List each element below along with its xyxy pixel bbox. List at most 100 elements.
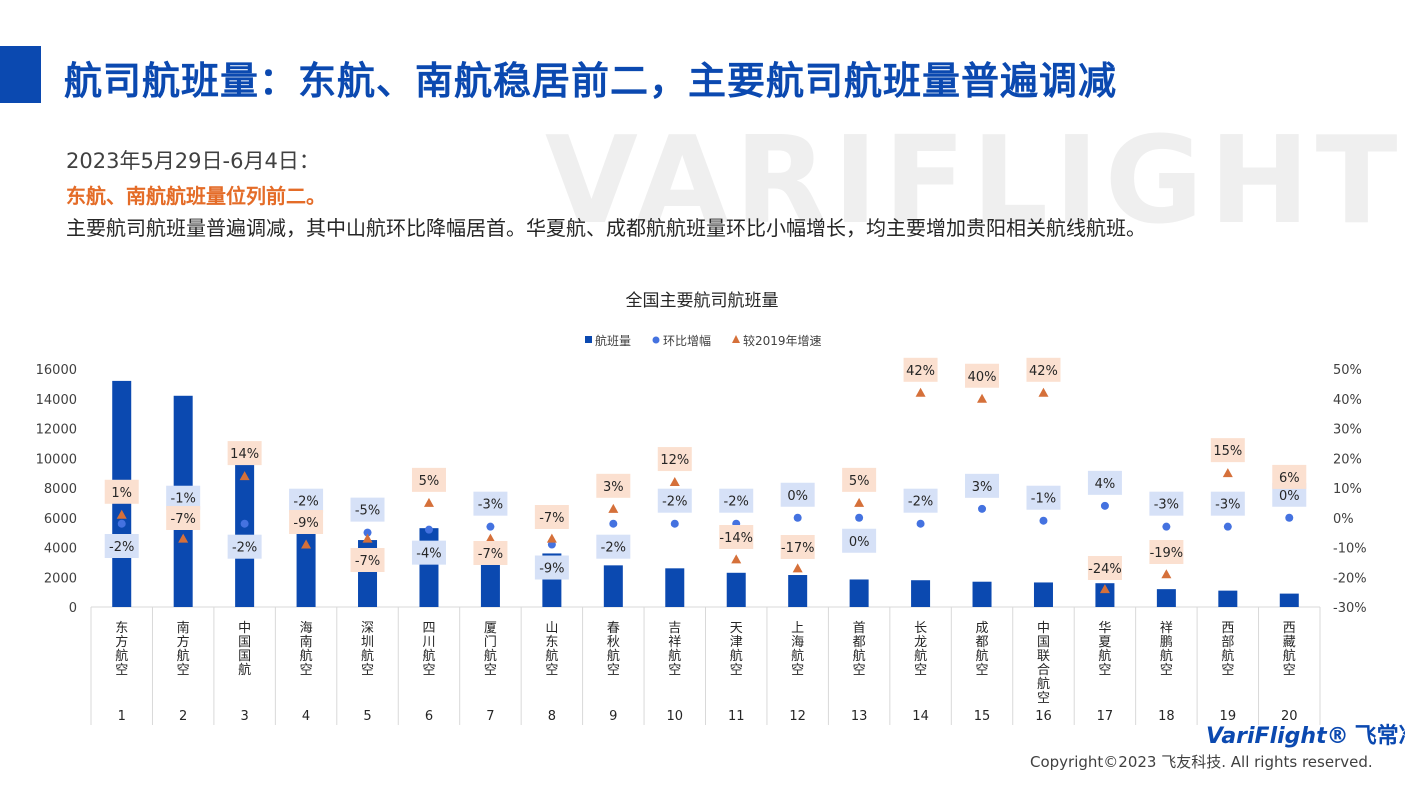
category-label-9-char: 秋: [607, 635, 620, 650]
y-right-tick: 20%: [1333, 452, 1362, 467]
category-label-14-char: 航: [914, 648, 927, 664]
vs2019-label-8: -7%: [539, 511, 564, 526]
vs2019-point-15: [977, 393, 988, 403]
vs2019-label-20-bg: [1272, 464, 1307, 489]
y-left-tick: 8000: [44, 482, 77, 497]
category-label-10-char: 空: [668, 663, 681, 678]
date-range: 2023年5月29日-6月4日：: [66, 149, 320, 173]
category-label-11-char: 空: [730, 663, 743, 678]
rank-label-11: 11: [728, 709, 745, 724]
summary-description: 主要航司航班量普遍调减，其中山航环比降幅居首。华夏航、成都航航班量环比小幅增长，…: [66, 216, 1146, 240]
bar-4: [296, 523, 316, 607]
wow-label-11: -2%: [724, 495, 749, 510]
wow-label-3: -2%: [232, 541, 257, 556]
wow-label-5: -5%: [355, 504, 380, 519]
bar-15: [972, 581, 992, 607]
wow-point-16: [1039, 516, 1048, 525]
category-label-13-char: 都: [853, 635, 866, 650]
vs2019-label-19: 15%: [1213, 444, 1242, 459]
vs2019-label-15: 40%: [968, 370, 997, 385]
category-label-16-char: 联: [1037, 649, 1050, 664]
category-label-4-char: 空: [300, 663, 313, 678]
category-label-3-char: 国: [238, 635, 251, 650]
bar-17: [1095, 583, 1115, 607]
vs2019-label-6: 5%: [419, 474, 440, 489]
summary-highlight: 东航、南航航班量位列前二。: [66, 184, 326, 208]
vs2019-label-13: 5%: [849, 474, 870, 489]
wow-point-19: [1223, 522, 1232, 531]
bar-13: [849, 579, 869, 607]
category-label-9-char: 空: [607, 663, 620, 678]
category-label-2-char: 南: [177, 620, 190, 636]
wow-label-18: -3%: [1154, 498, 1179, 513]
bar-12: [788, 575, 808, 607]
wow-label-16-bg: [1026, 485, 1061, 510]
wow-label-1: -2%: [109, 540, 134, 555]
rank-label-18: 18: [1158, 709, 1175, 724]
bar-10: [665, 568, 685, 607]
vs2019-point-18: [1161, 569, 1172, 579]
category-label-8-char: 空: [545, 663, 558, 678]
vs2019-label-2: -7%: [171, 512, 196, 527]
vs2019-label-8-bg: [534, 505, 569, 529]
vs2019-label-7-bg: [473, 541, 508, 565]
y-right-tick: 30%: [1333, 423, 1362, 438]
vs2019-label-9: 3%: [603, 480, 624, 495]
category-label-15-char: 都: [976, 635, 989, 650]
wow-label-2-bg: [166, 485, 201, 510]
category-label-20-char: 空: [1283, 663, 1296, 678]
wow-label-12: 0%: [787, 489, 808, 504]
vs2019-point-6: [423, 497, 434, 507]
y-left-tick: 12000: [36, 423, 77, 438]
vs2019-point-11: [731, 554, 742, 564]
vs2019-label-20: 6%: [1279, 471, 1300, 486]
wow-label-17-bg: [1087, 470, 1122, 495]
wow-label-17: 4%: [1095, 477, 1116, 492]
category-label-12-char: 海: [791, 635, 804, 650]
chart-title: 全国主要航司航班量: [626, 291, 779, 311]
rank-label-3: 3: [240, 709, 248, 724]
rank-label-13: 13: [851, 709, 868, 724]
category-label-3-char: 国: [238, 649, 251, 664]
category-label-18-char: 祥: [1160, 621, 1173, 636]
bar-14: [911, 580, 931, 607]
vs2019-label-17-bg: [1087, 556, 1122, 580]
category-label-19-char: 西: [1221, 621, 1234, 636]
wow-label-19-bg: [1210, 491, 1245, 516]
vs2019-label-16-bg: [1026, 357, 1061, 382]
wow-label-9-bg: [596, 534, 631, 559]
category-label-17-char: 夏: [1098, 635, 1111, 650]
category-label-20-char: 藏: [1283, 635, 1296, 650]
vs2019-point-14: [915, 387, 926, 397]
vs2019-label-3-bg: [227, 441, 262, 466]
vs2019-label-10: 12%: [660, 453, 689, 468]
vs2019-label-3: 14%: [230, 447, 259, 462]
vs2019-point-7: [485, 533, 496, 543]
category-label-17-char: 空: [1098, 663, 1111, 678]
category-label-16-char: 航: [1037, 676, 1050, 692]
category-label-1-char: 方: [115, 634, 128, 650]
vs2019-label-2-bg: [166, 506, 201, 530]
vs2019-label-12-bg: [780, 535, 815, 559]
bar-20: [1279, 593, 1299, 607]
wow-label-5-bg: [350, 497, 385, 522]
vs2019-point-9: [608, 503, 619, 513]
category-label-3-char: 中: [238, 621, 251, 636]
category-label-18-char: 鹏: [1160, 635, 1173, 650]
legend-label-1: 环比增幅: [663, 333, 711, 348]
category-label-5-char: 深: [361, 621, 374, 636]
wow-label-14: -2%: [908, 495, 933, 510]
wow-point-10: [670, 519, 679, 528]
vs2019-label-12: -17%: [781, 541, 815, 556]
wow-label-7: -3%: [478, 498, 503, 513]
y-left-tick: 2000: [44, 571, 77, 586]
wow-label-10: -2%: [662, 495, 687, 510]
category-label-17-char: 华: [1098, 621, 1111, 636]
category-label-16-char: 空: [1037, 691, 1050, 706]
vs2019-label-11: -14%: [719, 531, 753, 546]
rank-label-9: 9: [609, 709, 617, 724]
category-label-14-char: 长: [914, 621, 927, 636]
vs2019-label-4: -9%: [293, 516, 318, 531]
wow-label-1-bg: [104, 534, 139, 558]
wow-label-6-bg: [411, 540, 446, 565]
